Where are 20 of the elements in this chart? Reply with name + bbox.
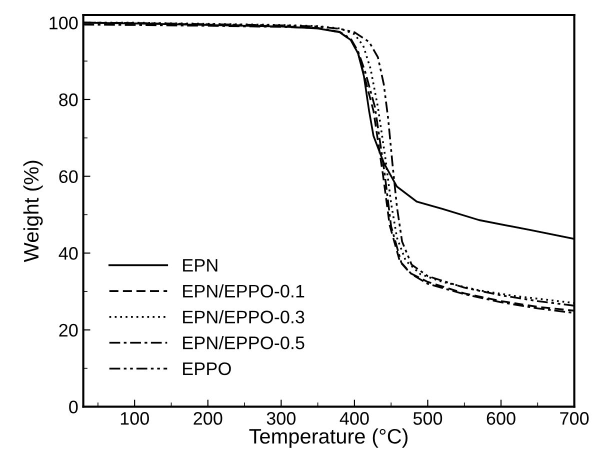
legend-label: EPN/EPPO-0.5 [183,336,304,350]
y-tick-label: 20 [59,324,78,337]
y-axis-title: Weight (%) [23,160,43,262]
y-tick-label: 40 [58,247,78,260]
y-tick-label: 0 [69,400,78,414]
x-tick-label: 100 [120,412,149,425]
legend-label: EPN/EPPO-0.1 [183,284,304,298]
y-tick-label: 80 [59,93,78,106]
x-tick-label: 400 [340,412,369,425]
x-tick-label: 500 [413,412,442,425]
legend-label: EPPO [183,362,231,376]
x-tick-label: 300 [266,412,296,425]
legend-label: EPN/EPPO-0.3 [183,310,304,324]
x-tick-label: 700 [560,412,589,425]
legend-label: EPN [183,259,218,272]
x-tick-label: 200 [194,412,222,425]
y-tick-label: 60 [59,170,78,184]
x-tick-label: 600 [486,412,516,425]
x-axis-title: Temperature (°C) [249,428,408,448]
y-tick-label: 100 [50,16,78,30]
